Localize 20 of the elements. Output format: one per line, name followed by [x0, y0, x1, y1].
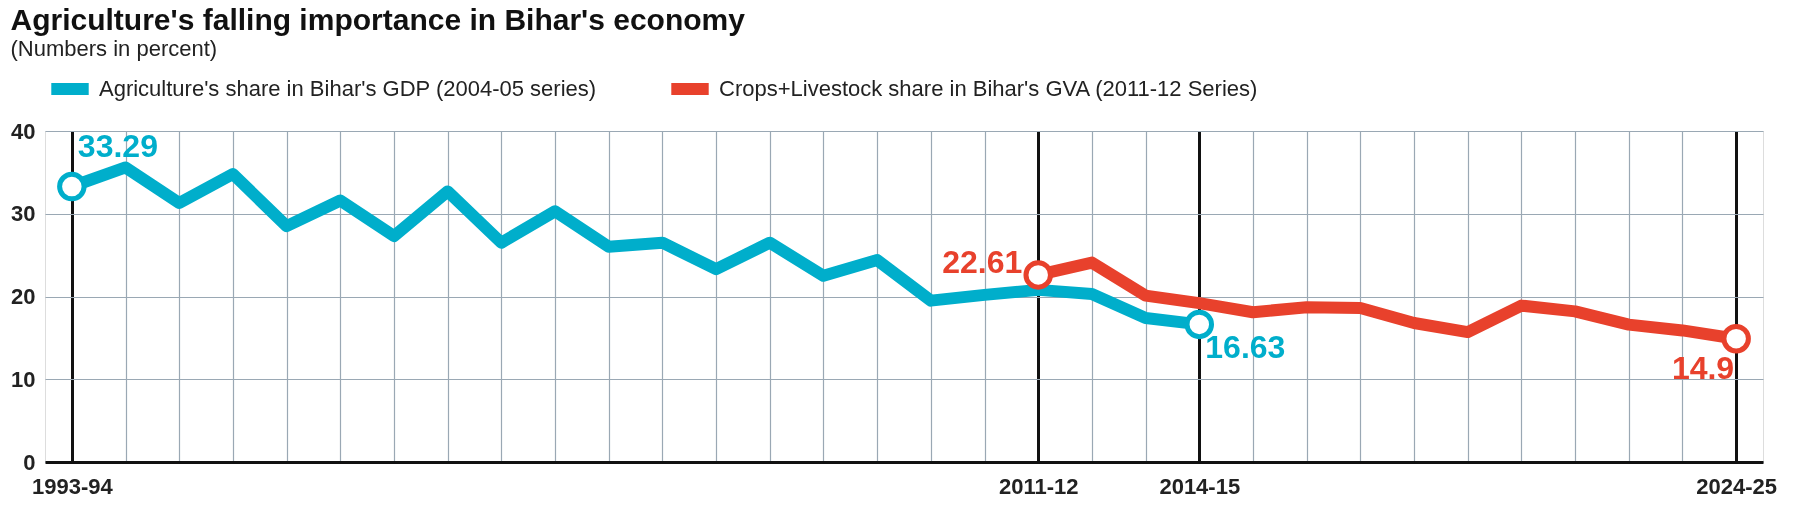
- y-tick-label: 40: [11, 118, 36, 144]
- legend-label: Agriculture's share in Bihar's GDP (2004-05 series): [99, 76, 597, 101]
- y-tick-label: 0: [23, 449, 36, 475]
- point: [1721, 323, 1751, 354]
- data-label: 16.63: [1205, 329, 1286, 366]
- data-label: 14.9: [1671, 349, 1735, 386]
- point: [57, 171, 87, 202]
- chart-subtitle: (Numbers in percent): [10, 36, 218, 61]
- data-label: 22.61: [942, 243, 1023, 280]
- y-tick-label: 20: [11, 284, 36, 309]
- x-tick-label: 2011-12: [998, 473, 1079, 499]
- x-tick-label: 2014-15: [1159, 473, 1241, 499]
- point: [1023, 260, 1053, 290]
- chart-title: Agriculture's falling importance in Bihar's economy: [10, 3, 746, 36]
- x-tick-label: 1993-94: [31, 473, 114, 499]
- legend-label: Crops+Livestock share in Bihar's GVA (2011-12 Series): [719, 76, 1258, 101]
- data-label: 33.29: [77, 127, 158, 164]
- y-tick-label: 10: [11, 366, 36, 392]
- y-tick-label: 30: [11, 201, 36, 227]
- x-tick-label: 2024-25: [1696, 473, 1778, 499]
